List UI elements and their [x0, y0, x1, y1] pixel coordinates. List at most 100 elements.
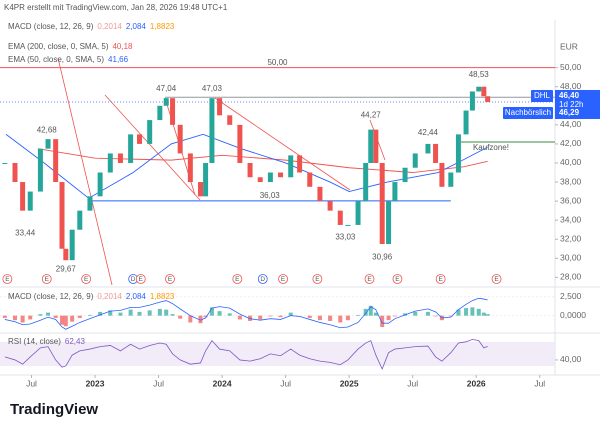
macd-bar	[288, 312, 293, 316]
annotation-label: 47,04	[156, 84, 177, 93]
macd-bar	[328, 315, 333, 321]
candle	[455, 134, 461, 173]
macd-bar	[63, 315, 68, 327]
x-tick-label: 2024	[213, 378, 232, 388]
y-tick-label: 30,00	[560, 253, 582, 263]
legend-part: EMA (50, close, 0, SMA, 5)	[8, 55, 104, 64]
price-tag-label: 46,29	[559, 108, 580, 117]
candle	[297, 155, 303, 173]
y-tick-label: 28,00	[560, 272, 582, 282]
macd-bar	[46, 312, 51, 316]
legend-part: MACD (close, 12, 26, 9)	[8, 22, 94, 31]
x-tick-label: Jul	[280, 378, 291, 388]
candle	[27, 191, 33, 211]
y-tick-label: 42,00	[560, 138, 582, 148]
macd-bar	[380, 315, 385, 327]
macd-bar	[128, 309, 133, 316]
legend-part: 1,8823	[150, 22, 175, 31]
candle	[412, 153, 418, 168]
candle	[2, 162, 8, 164]
event-marker	[165, 274, 175, 284]
event-label: E	[494, 276, 499, 283]
event-label: E	[315, 276, 320, 283]
candle	[363, 162, 369, 202]
annotation-label: 33,03	[335, 233, 356, 242]
macd-bar	[227, 313, 232, 316]
macd-bar	[53, 315, 58, 318]
candle	[439, 162, 445, 187]
legend-part: 0,2014	[97, 292, 122, 301]
tag-name-box	[531, 89, 553, 102]
macd-bar	[203, 315, 208, 318]
macd-bar	[485, 314, 490, 316]
legend: EMA (50, close, 0, SMA, 5) 41,66	[8, 55, 129, 64]
event-label: E	[395, 276, 400, 283]
legend: RSI (14, close) 62,43	[8, 337, 85, 346]
macd-bar	[258, 315, 263, 320]
logo: TradingView	[10, 401, 98, 418]
candle	[217, 98, 223, 116]
legend-part: EMA (200, close, 0, SMA, 5)	[8, 42, 109, 51]
x-tick-label: Jul	[407, 378, 418, 388]
macd-bar	[356, 314, 361, 316]
annotation-label: 48,53	[469, 70, 490, 79]
legend-part: 40,18	[112, 42, 133, 51]
candle	[45, 139, 51, 149]
candle	[117, 153, 123, 163]
candle	[386, 201, 392, 245]
macd-bar	[317, 315, 322, 321]
trend-line	[104, 94, 201, 201]
candle	[402, 167, 408, 183]
macd-bar	[464, 308, 469, 316]
macd-bar	[137, 311, 142, 316]
tag-name-box	[503, 107, 553, 120]
x-tick-label: 2023	[86, 378, 105, 388]
macd-line	[4, 297, 488, 330]
header: K4PR erstellt mit TradingView.com, Jan 2…	[4, 3, 228, 12]
legend: MACD (close, 12, 26, 9) 0,2014 2,084 1,8823	[8, 22, 175, 31]
x-tick-label: 2026	[467, 378, 486, 388]
macd-bar	[392, 315, 397, 317]
macd-bar	[178, 315, 183, 319]
candle	[485, 96, 491, 102]
trend-line	[214, 97, 351, 191]
candle	[63, 248, 69, 261]
candle	[198, 182, 204, 197]
event-label: E	[235, 276, 240, 283]
macd-bar	[413, 311, 418, 316]
event-marker	[135, 274, 146, 284]
y-tick-label: 48,00	[560, 81, 582, 91]
macd-bar	[386, 315, 391, 321]
candle	[368, 129, 374, 163]
macd-bar	[209, 307, 214, 316]
candle	[267, 172, 273, 183]
countdown: 1d 22h	[559, 100, 583, 109]
macd-bar	[268, 315, 273, 317]
macd-bar	[476, 308, 481, 316]
candle	[77, 210, 83, 230]
event-marker	[278, 274, 288, 284]
tag-name: Nachbörslich	[505, 108, 551, 117]
macd-bar	[164, 309, 169, 316]
candle	[128, 134, 134, 163]
candle	[433, 143, 439, 163]
event-label: D	[260, 276, 265, 283]
event-label: E	[45, 276, 50, 283]
candle	[247, 162, 253, 178]
macd-bar	[278, 315, 283, 318]
macd-bar	[12, 315, 17, 321]
event-label: E	[168, 276, 173, 283]
macd-bar	[456, 309, 461, 316]
tag-name: DHL	[534, 91, 551, 100]
rsi-line	[4, 338, 488, 371]
event-label: E	[367, 276, 372, 283]
rsi-band	[0, 341, 555, 366]
candle	[187, 153, 193, 183]
candle	[87, 196, 93, 211]
macd-bar	[363, 308, 368, 316]
y-tick-label: 0,0000	[560, 310, 586, 320]
macd-bar	[307, 315, 312, 318]
candle	[59, 182, 65, 249]
candle	[337, 210, 343, 225]
candle	[345, 224, 351, 226]
